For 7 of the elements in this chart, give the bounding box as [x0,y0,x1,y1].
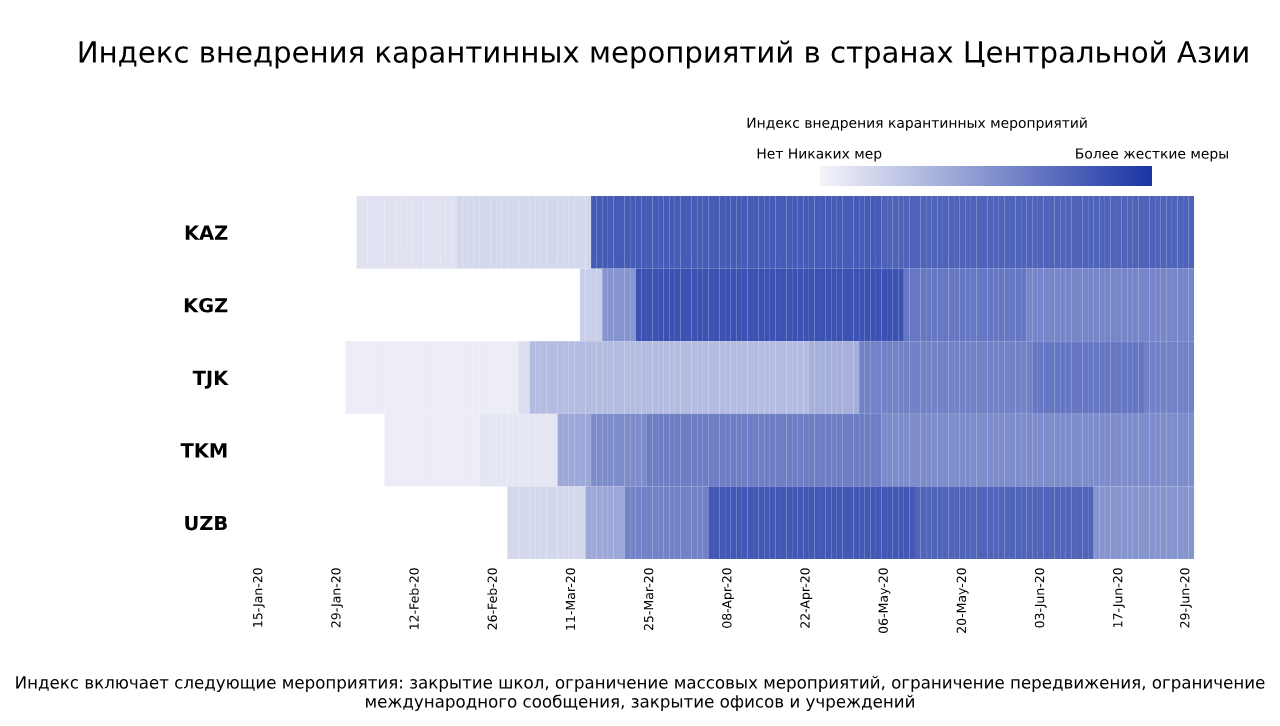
y-tick-label: KAZ [185,225,228,240]
y-tick-label: UZB [185,515,227,531]
chart-title: Индекс внедрения карантинных мероприятий в странах Центральной Азии [79,40,1248,69]
y-tick-label: KGZ [184,297,228,313]
y-tick-label: TJK [192,370,229,389]
text: Индекс включает следующие мероприятия: закрытие школ, ограничение массовых мероприятий, ограничение передвижения, ограничение международного сообщения, закрытие офисов и учреждений [16,675,1265,711]
y-tick-label: TKM [180,443,227,458]
